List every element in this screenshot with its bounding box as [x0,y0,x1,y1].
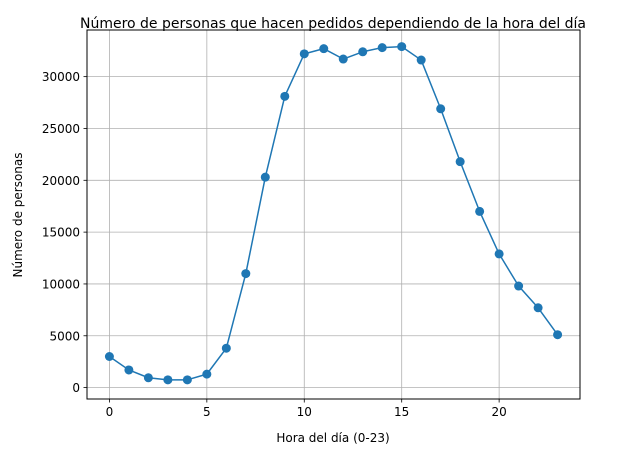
data-point [299,49,309,59]
data-point [124,365,134,375]
data-point [182,375,192,385]
data-point [319,44,329,54]
y-axis-ticks: 0 5000 10000 15000 20000 25000 30000 [42,70,87,395]
y-tick-label: 0 [72,381,80,395]
data-point [514,281,524,291]
data-point [533,303,543,313]
data-point [377,43,387,53]
data-point [455,157,465,167]
data-point [358,47,368,57]
x-tick-label: 5 [203,405,211,419]
plot-frame [86,29,581,400]
data-point [163,375,173,385]
data-point [104,352,114,362]
data-point [143,373,153,383]
data-point [280,91,290,101]
data-point [436,104,446,114]
x-tick-label: 0 [106,405,114,419]
y-tick-label: 10000 [42,277,80,291]
data-point [221,343,231,353]
chart-title: Número de personas que hacen pedidos dep… [80,16,586,32]
data-point [397,42,407,52]
data-point [260,172,270,182]
x-tick-label: 15 [394,405,409,419]
y-axis-label: Número de personas [11,152,25,277]
data-series [104,42,563,385]
x-axis-ticks: 0 5 10 15 20 [106,399,507,419]
data-point [241,269,251,279]
y-tick-label: 5000 [49,329,80,343]
data-point [553,330,563,340]
y-tick-label: 30000 [42,70,80,84]
x-tick-label: 10 [297,405,312,419]
data-point [494,249,504,259]
y-tick-label: 20000 [42,174,80,188]
y-tick-label: 25000 [42,122,80,136]
data-point [475,206,485,216]
data-point [338,54,348,64]
grid-lines [87,30,580,399]
data-point [416,55,426,65]
data-point [202,369,212,379]
y-tick-label: 15000 [42,226,80,240]
x-axis-label: Hora del día (0-23) [276,431,389,445]
x-tick-label: 20 [491,405,506,419]
